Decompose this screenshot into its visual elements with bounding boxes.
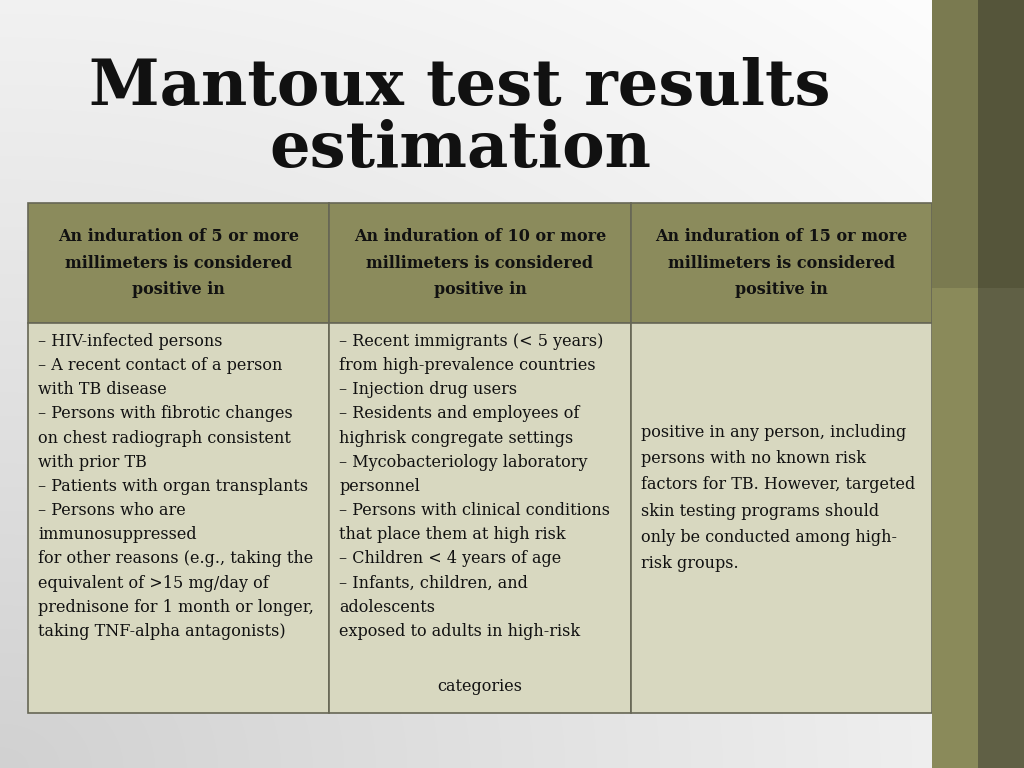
Bar <box>330 323 631 713</box>
Text: Mantoux test results: Mantoux test results <box>89 58 830 118</box>
Bar <box>28 323 330 713</box>
Bar <box>631 323 932 713</box>
Bar <box>978 0 1024 288</box>
Text: estimation: estimation <box>269 120 651 180</box>
Text: – HIV-infected persons
– A recent contact of a person
with TB disease
– Persons : – HIV-infected persons – A recent contac… <box>38 333 314 640</box>
Bar <box>978 288 1024 768</box>
Text: positive in any person, including
persons with no known risk
factors for TB. How: positive in any person, including person… <box>641 424 914 571</box>
Text: – Recent immigrants (< 5 years)
from high-prevalence countries
– Injection drug : – Recent immigrants (< 5 years) from hig… <box>339 333 610 640</box>
Bar <box>631 203 932 323</box>
Text: An induration of 5 or more
millimeters is considered
positive in: An induration of 5 or more millimeters i… <box>58 228 299 298</box>
Bar <box>932 0 978 288</box>
Text: An induration of 15 or more
millimeters is considered
positive in: An induration of 15 or more millimeters … <box>655 228 907 298</box>
Bar <box>330 203 631 323</box>
Text: An induration of 10 or more
millimeters is considered
positive in: An induration of 10 or more millimeters … <box>354 228 606 298</box>
Bar <box>28 203 330 323</box>
Text: categories: categories <box>437 678 522 695</box>
Bar <box>932 288 978 768</box>
